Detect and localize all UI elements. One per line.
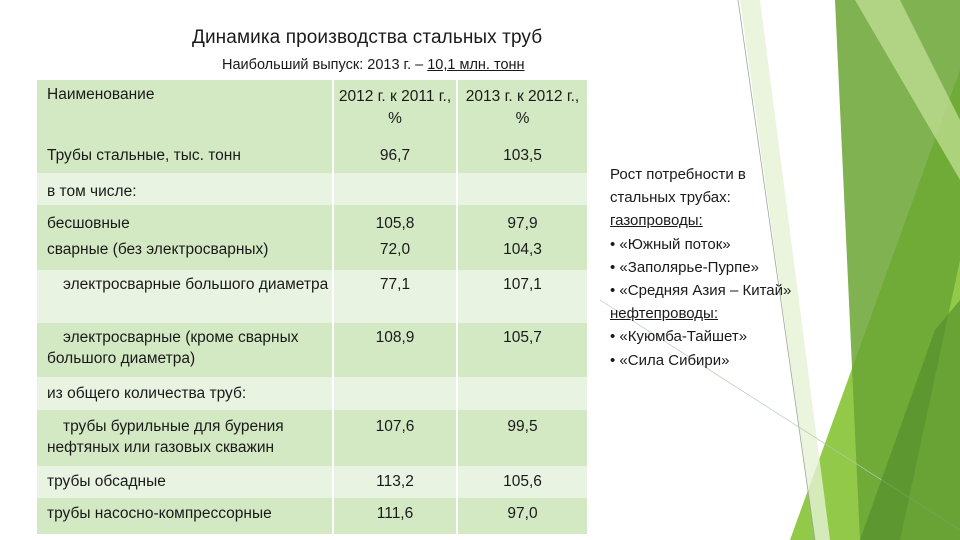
row-value-2012: 113,2	[332, 466, 457, 498]
row-name: трубы насосно-компрессорные	[37, 498, 333, 534]
row-value-2013: 105,7	[456, 323, 587, 377]
row-value-2013: 104,3	[456, 235, 587, 270]
row-value-2012: 108,9	[332, 323, 457, 377]
gas-pipelines-label: газопроводы:	[610, 212, 703, 230]
table-row: трубы бурильные для бурения нефтяных или…	[37, 410, 587, 466]
row-value-2012: 111,6	[332, 498, 457, 534]
oil-pipeline-item: • «Сила Сибири»	[610, 351, 730, 369]
table-row: в том числе:	[37, 173, 587, 205]
green-stripe-bottom	[860, 300, 960, 540]
oil-pipeline-name: «Куюмба-Тайшет»	[619, 328, 748, 346]
production-table: Наименование 2012 г. к 2011 г., % 2013 г…	[37, 80, 587, 534]
page-subtitle: Наибольший выпуск: 2013 г. – 10,1 млн. т…	[222, 57, 592, 73]
row-name: трубы обсадные	[37, 466, 333, 498]
subtitle-highlight: 10,1 млн. тонн	[427, 57, 525, 73]
table-row: трубы насосно-компрессорные 111,6 97,0	[37, 498, 587, 534]
green-stripe-light	[855, 0, 960, 180]
row-value-2013	[456, 377, 587, 410]
row-name: бесшовные	[37, 205, 333, 235]
row-value-2013: 107,1	[456, 270, 587, 323]
row-value-2012	[332, 173, 457, 205]
gas-pipeline-item: • «Южный поток»	[610, 235, 731, 253]
oil-pipeline-item: • «Куюмба-Тайшет»	[610, 328, 748, 346]
row-name: электросварные большого диаметра	[37, 270, 333, 323]
gas-pipeline-name: «Южный поток»	[619, 235, 731, 253]
row-value-2012: 107,6	[332, 410, 457, 466]
table-row: Трубы стальные, тыс. тонн 96,7 103,5	[37, 139, 587, 173]
gas-pipeline-name: «Средняя Азия – Китай»	[619, 282, 792, 300]
row-value-2012: 77,1	[332, 270, 457, 323]
row-value-2013: 97,9	[456, 205, 587, 235]
row-value-2013: 105,6	[456, 466, 587, 498]
thin-line-1	[737, 0, 816, 540]
column-header-2013: 2013 г. к 2012 г., %	[456, 80, 587, 139]
row-name: Трубы стальные, тыс. тонн	[37, 139, 333, 173]
row-value-2013: 97,0	[456, 498, 587, 534]
row-name: электросварные (кроме сварных большого д…	[37, 323, 333, 377]
table-row: из общего количества труб:	[37, 377, 587, 410]
table-row: трубы обсадные 113,2 105,6	[37, 466, 587, 498]
row-value-2013	[456, 173, 587, 205]
table-row: электросварные большого диаметра 77,1 10…	[37, 270, 587, 323]
gas-pipeline-name: «Заполярье-Пурпе»	[619, 258, 759, 276]
green-stripe-faint	[740, 0, 830, 540]
pipeline-demand-box: Рост потребности в стальных трубах: газо…	[610, 163, 850, 372]
oil-pipeline-name: «Сила Сибири»	[619, 351, 730, 369]
oil-pipelines-label: нефтепроводы:	[610, 305, 719, 323]
row-name: трубы бурильные для бурения нефтяных или…	[37, 410, 333, 466]
table-header-row: Наименование 2012 г. к 2011 г., % 2013 г…	[37, 80, 587, 139]
table-row: электросварные (кроме сварных большого д…	[37, 323, 587, 377]
subtitle-prefix: Наибольший выпуск: 2013 г. –	[222, 57, 428, 73]
column-header-2012: 2012 г. к 2011 г., %	[332, 80, 457, 139]
row-name: в том числе:	[37, 173, 333, 205]
page-title: Динамика производства стальных труб	[192, 27, 543, 48]
column-header-name: Наименование	[37, 80, 333, 139]
row-value-2013: 103,5	[456, 139, 587, 173]
row-value-2013: 99,5	[456, 410, 587, 466]
gas-pipeline-item: • «Заполярье-Пурпе»	[610, 258, 759, 276]
table-row: бесшовные 105,8 97,9	[37, 205, 587, 235]
row-value-2012: 105,8	[332, 205, 457, 235]
row-name: сварные (без электросварных)	[37, 235, 333, 270]
row-name: из общего количества труб:	[37, 377, 333, 410]
row-value-2012: 96,7	[332, 139, 457, 173]
sidebar-heading: Рост потребности в стальных трубах:	[610, 166, 746, 207]
table-row: сварные (без электросварных) 72,0 104,3	[37, 235, 587, 270]
row-value-2012	[332, 377, 457, 410]
row-value-2012: 72,0	[332, 235, 457, 270]
gas-pipeline-item: • «Средняя Азия – Китай»	[610, 282, 792, 300]
